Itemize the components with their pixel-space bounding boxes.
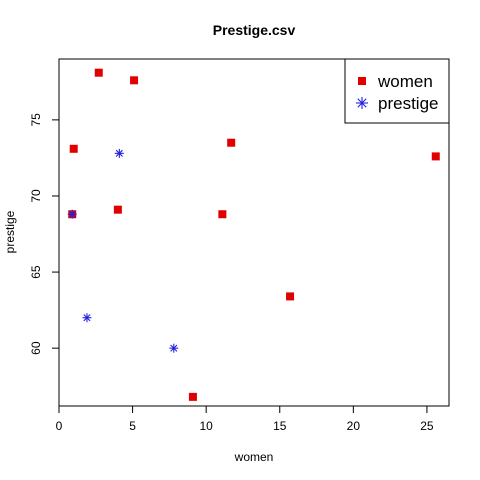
point-women — [188, 392, 197, 401]
legend-box — [344, 58, 450, 124]
point-prestige — [82, 313, 92, 323]
point-women — [113, 205, 122, 214]
data-points — [67, 68, 440, 401]
y-axis-label: prestige — [3, 210, 17, 253]
legend-marker-prestige — [356, 97, 368, 109]
point-women — [227, 138, 236, 147]
legend-label-prestige: prestige — [378, 94, 438, 113]
point-women — [286, 292, 295, 301]
point-women — [130, 76, 139, 85]
chart-title: Prestige.csv — [213, 22, 296, 38]
x-tick-label: 10 — [199, 419, 213, 433]
x-tick-label: 20 — [347, 419, 361, 433]
point-prestige — [169, 343, 179, 353]
point-women — [69, 144, 78, 153]
legend: women prestige — [344, 58, 450, 124]
legend-marker-women — [358, 77, 366, 85]
y-tick-label: 60 — [29, 341, 43, 355]
x-tick-label: 5 — [129, 419, 136, 433]
point-women — [94, 68, 103, 77]
x-axis: 0 5 10 15 20 25 — [56, 405, 434, 433]
x-axis-label: women — [234, 450, 274, 464]
x-tick-label: 0 — [56, 419, 63, 433]
y-axis: 60 65 70 75 — [29, 113, 60, 355]
legend-label-women: women — [377, 72, 433, 91]
y-tick-label: 75 — [29, 113, 43, 127]
point-prestige — [114, 148, 124, 158]
y-tick-label: 65 — [29, 265, 43, 279]
point-women — [431, 152, 440, 161]
x-tick-label: 15 — [273, 419, 287, 433]
point-women — [218, 210, 227, 219]
point-prestige — [67, 209, 77, 219]
y-tick-label: 70 — [29, 189, 43, 203]
x-tick-label: 25 — [420, 419, 434, 433]
